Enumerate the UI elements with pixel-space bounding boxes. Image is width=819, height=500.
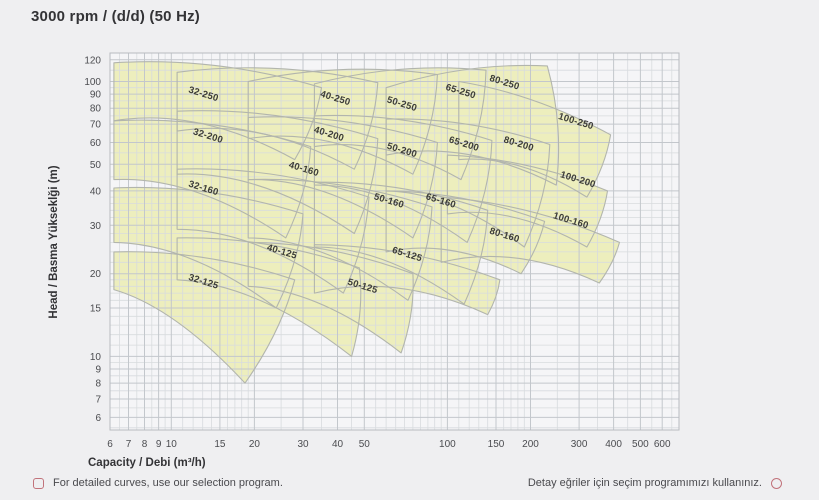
pump-region-outline-50-160 [247, 178, 433, 301]
plot-frame [109, 52, 680, 431]
x-axis-tick-labels: 6 7 8 9 10 15 20 30 40 50 100 150 200 300 400 500 600 [107, 439, 671, 450]
x-tick-label-100: 100 [439, 439, 456, 450]
footer-note-left-text: For detailed curves, use our selection p… [53, 477, 283, 489]
selection-program-icon-tr [771, 478, 782, 489]
x-tick-label-30: 30 [297, 439, 309, 450]
pump-region-outline-80-250 [385, 64, 560, 186]
x-axis-title: Capacity / Debi (m³/h) [88, 457, 206, 469]
y-tick-label-50: 50 [90, 160, 102, 171]
x-tick-label-15: 15 [214, 439, 226, 450]
page-title: 3000 rpm / (d/d) (50 Hz) [31, 8, 201, 25]
pump-region-outline-100-250 [458, 80, 612, 198]
footer-note-right: Detay eğriler için seçim programımızı ku… [528, 477, 782, 489]
y-tick-label-70: 70 [90, 120, 102, 131]
x-tick-label-20: 20 [249, 439, 261, 450]
y-tick-label-80: 80 [90, 104, 102, 115]
y-tick-label-15: 15 [90, 304, 102, 315]
x-tick-label-150: 150 [488, 439, 505, 450]
x-tick-label-40: 40 [332, 439, 344, 450]
y-tick-label-40: 40 [90, 186, 102, 197]
selection-program-icon [33, 478, 44, 489]
y-axis-title: Head / Basma Yükseklği (m) [48, 165, 60, 318]
y-tick-label-6: 6 [95, 413, 101, 424]
x-tick-label-10: 10 [166, 439, 178, 450]
pump-region-outline-100-200 [446, 154, 609, 248]
x-tick-label-8: 8 [142, 439, 148, 450]
y-tick-label-20: 20 [90, 269, 102, 280]
y-tick-label-120: 120 [84, 55, 101, 66]
x-tick-label-200: 200 [522, 439, 539, 450]
x-tick-label-6: 6 [107, 439, 113, 450]
pump-region-outline-50-200 [247, 116, 438, 239]
pump-region-outline-32-200 [113, 119, 312, 239]
footer-note-left: For detailed curves, use our selection p… [33, 477, 283, 489]
pump-region-outline-40-200 [176, 110, 379, 235]
pump-region-outline-40-160 [176, 168, 370, 294]
footer-note-right-text: Detay eğriler için seçim programımızı ku… [527, 477, 762, 489]
y-axis-tick-labels: 120 100 90 80 70 60 50 40 30 20 15 10 9 8 7 6 [84, 55, 101, 424]
x-tick-label-7: 7 [126, 439, 132, 450]
y-tick-label-8: 8 [95, 379, 101, 390]
y-tick-label-30: 30 [90, 221, 102, 232]
pump-region-outline-32-250 [113, 61, 323, 161]
x-tick-label-50: 50 [359, 439, 371, 450]
pump-region-outline-50-250 [247, 68, 438, 175]
y-tick-label-90: 90 [90, 90, 102, 101]
y-tick-label-10: 10 [90, 352, 102, 363]
pump-region-outline-32-160 [113, 186, 304, 309]
x-tick-label-9: 9 [156, 439, 162, 450]
pump-region-outline-80-160 [385, 190, 546, 275]
pump-region-outline-65-125 [313, 244, 501, 316]
x-tick-label-300: 300 [571, 439, 588, 450]
x-tick-label-600: 600 [654, 439, 671, 450]
pump-region-outline-40-125 [176, 237, 362, 357]
pump-region-outline-65-250 [313, 67, 487, 181]
y-tick-label-60: 60 [90, 138, 102, 149]
y-tick-label-7: 7 [95, 395, 101, 406]
region-outlines [113, 61, 621, 384]
pump-region-outline-100-160 [440, 196, 621, 284]
chart-area: 32-250 40-250 50-250 65-250 80-250 100-250 32-… [48, 52, 680, 469]
y-tick-label-9: 9 [95, 365, 101, 376]
pump-region-outline-32-125 [113, 251, 296, 384]
y-tick-label-100: 100 [84, 77, 101, 88]
pump-region-outline-50-125 [247, 241, 414, 354]
x-tick-label-500: 500 [632, 439, 649, 450]
x-tick-label-400: 400 [605, 439, 622, 450]
